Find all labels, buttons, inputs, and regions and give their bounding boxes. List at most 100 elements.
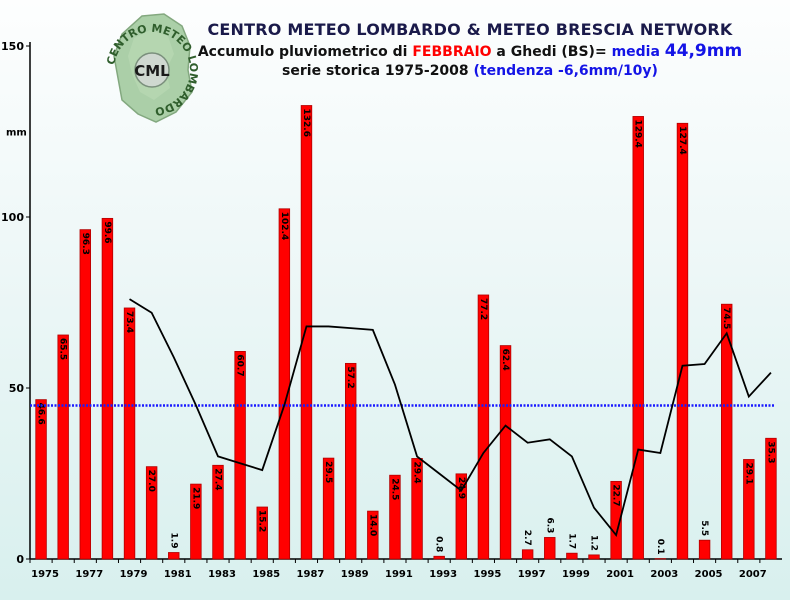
x-tick-label: 1981	[164, 569, 192, 580]
subtitle-prefix: Accumulo pluviometrico di	[197, 44, 413, 60]
bar	[632, 116, 644, 560]
x-tick-label: 1977	[75, 569, 103, 580]
bar-value-label: 27.4	[213, 468, 223, 490]
bar	[765, 437, 777, 560]
bar-value-label: 0.1	[655, 539, 665, 555]
bar	[566, 552, 578, 560]
x-tick-label: 2003	[650, 569, 678, 580]
bar	[433, 555, 445, 560]
bar	[79, 229, 92, 560]
bar	[743, 459, 755, 560]
bar-value-label: 73.4	[124, 311, 134, 333]
y-tick-label: 100	[1, 211, 24, 224]
bar	[676, 122, 689, 560]
bar-value-label: 24.5	[389, 478, 399, 500]
bar	[411, 458, 423, 560]
bar-value-label: 65.5	[58, 338, 68, 360]
bar	[344, 362, 357, 560]
chart-title-block: CENTRO METEO LOMBARDO & METEO BRESCIA NE…	[160, 20, 780, 79]
y-tick-label: 150	[1, 40, 24, 53]
bar	[610, 480, 622, 560]
bar	[234, 351, 246, 560]
bar-value-label: 1.7	[566, 533, 576, 549]
bar-value-label: 14.0	[367, 514, 377, 536]
bar-value-label: 29.1	[743, 462, 753, 484]
y-tick-label: 50	[9, 382, 25, 395]
bar	[123, 307, 136, 560]
subtitle-location: a Ghedi (BS)=	[491, 44, 612, 60]
bar-value-labels: 46.6 65.5 96.3 99.6 73.4 27.0 1.9 21.9 27.4 60.7 1…	[36, 109, 776, 555]
bar-value-label: 96.3	[80, 233, 90, 255]
bar-series	[35, 105, 777, 560]
bar-value-label: 35.3	[765, 441, 775, 463]
bar	[35, 399, 47, 560]
bar-value-label: 132.6	[301, 109, 311, 137]
bar-value-label: 1.9	[168, 533, 178, 549]
x-tick-label: 1989	[341, 569, 369, 580]
subtitle-media-value: 44,9mm	[664, 41, 743, 61]
y-axis-label: mm	[6, 128, 27, 139]
bar	[521, 549, 534, 560]
bar	[322, 457, 335, 560]
bar-value-label: 57.2	[345, 366, 355, 388]
bar-value-label: 6.3	[544, 518, 554, 534]
logo-text: CML	[134, 62, 170, 80]
bar-value-label: 127.4	[677, 126, 687, 154]
series-range: serie storica 1975-2008	[282, 63, 474, 79]
chart-subtitle: Accumulo pluviometrico di FEBBRAIO a Ghe…	[160, 41, 780, 61]
bar	[698, 539, 711, 560]
tick-labels: 0 50 100 150 mm 1975 1977 1979 1981 1983 1985 1987 1…	[1, 40, 767, 580]
moving-average-path	[129, 298, 772, 538]
x-tick-label: 1979	[120, 569, 148, 580]
bar-value-label: 99.6	[102, 221, 112, 243]
bar	[499, 345, 512, 560]
x-tick-label: 2005	[695, 569, 723, 580]
bar-value-label: 22.7	[611, 484, 621, 506]
bar-value-label: 24.9	[456, 477, 466, 499]
bar	[720, 303, 733, 560]
bar-value-label: 0.8	[434, 536, 444, 552]
chart-series-info: serie storica 1975-2008 (tendenza -6,6mm…	[160, 63, 780, 79]
bar	[256, 506, 268, 560]
bar	[168, 552, 180, 560]
bar-value-label: 29.5	[323, 461, 333, 483]
bar	[455, 473, 468, 560]
bar	[300, 105, 313, 560]
bar-value-label: 74.5	[721, 307, 731, 329]
bar	[212, 464, 224, 560]
x-tick-label: 1999	[562, 569, 590, 580]
y-tick-label: 0	[16, 553, 24, 566]
bar	[477, 294, 490, 560]
bar-value-label: 2.7	[522, 530, 532, 546]
bar	[190, 483, 202, 560]
bar	[389, 474, 401, 560]
bar-value-label: 46.6	[36, 403, 46, 425]
x-tick-label: 1983	[208, 569, 236, 580]
bar-value-label: 1.2	[589, 535, 599, 551]
x-tick-label: 2007	[739, 569, 767, 580]
bar	[544, 537, 556, 560]
bar	[367, 510, 379, 560]
moving-average-line	[129, 298, 772, 538]
x-tick-label: 1987	[297, 569, 325, 580]
bar	[57, 334, 69, 560]
x-tick-label: 1995	[473, 569, 501, 580]
bar	[101, 217, 114, 560]
x-tick-label: 1993	[429, 569, 457, 580]
x-tick-label: 2001	[606, 569, 634, 580]
subtitle-media-label: media	[611, 44, 665, 60]
x-tick-label: 1997	[518, 569, 546, 580]
x-tick-label: 1991	[385, 569, 413, 580]
bar	[145, 466, 158, 560]
bar-value-label: 60.7	[235, 354, 245, 376]
bar	[588, 554, 600, 560]
bar-value-label: 129.4	[633, 119, 643, 147]
bar-value-label: 27.0	[146, 470, 156, 492]
cml-logo: CML CENTRO METEO LOMBARDO	[104, 13, 200, 123]
bar-value-label: 102.4	[279, 212, 289, 240]
x-tick-label: 1975	[31, 569, 59, 580]
subtitle-month: FEBBRAIO	[412, 44, 492, 60]
x-tick-label: 1985	[252, 569, 280, 580]
